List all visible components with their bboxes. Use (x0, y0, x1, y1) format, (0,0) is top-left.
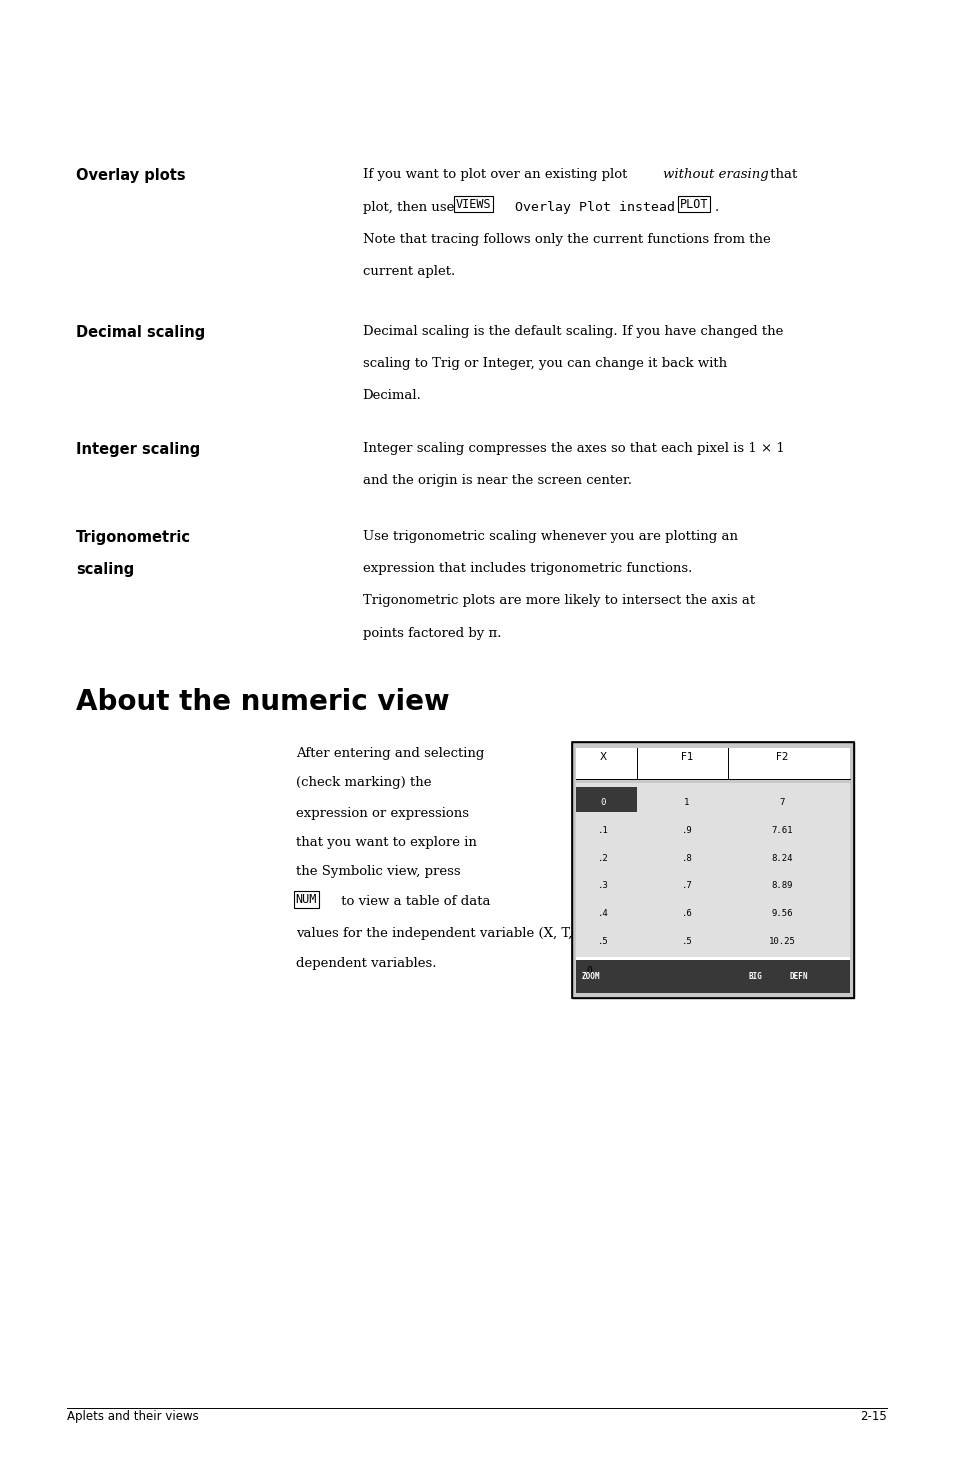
Text: Overlay plots: Overlay plots (76, 168, 186, 183)
Bar (572, 742, 853, 998)
Bar (576, 788, 637, 813)
Text: .8: .8 (680, 854, 692, 862)
Text: Decimal scaling is the default scaling. If you have changed the: Decimal scaling is the default scaling. … (362, 325, 782, 338)
Text: .6: .6 (680, 909, 692, 918)
Text: Trigonometric plots are more likely to intersect the axis at: Trigonometric plots are more likely to i… (362, 594, 754, 608)
Text: that you want to explore in: that you want to explore in (295, 836, 476, 849)
Text: scaling: scaling (76, 562, 134, 577)
Text: .2: .2 (597, 854, 608, 862)
Text: Aplets and their views: Aplets and their views (67, 1410, 198, 1423)
Text: About the numeric view: About the numeric view (76, 688, 450, 716)
Text: NUM: NUM (295, 893, 316, 906)
Text: without erasing: without erasing (662, 168, 768, 182)
Text: dependent variables.: dependent variables. (295, 957, 436, 971)
Text: .1: .1 (597, 826, 608, 834)
Text: .5: .5 (680, 937, 692, 946)
Text: expression that includes trigonometric functions.: expression that includes trigonometric f… (362, 562, 691, 575)
Text: points factored by π.: points factored by π. (362, 627, 500, 640)
Text: scaling to Trig or Integer, you can change it back with: scaling to Trig or Integer, you can chan… (362, 357, 726, 370)
Text: After entering and selecting: After entering and selecting (295, 747, 483, 760)
Text: Decimal scaling: Decimal scaling (76, 325, 205, 340)
Text: 7.61: 7.61 (771, 826, 792, 834)
Text: F1: F1 (679, 752, 693, 763)
Text: plot, then use: plot, then use (362, 201, 457, 214)
Text: Note that tracing follows only the current functions from the: Note that tracing follows only the curre… (362, 233, 769, 246)
Text: Trigonometric: Trigonometric (76, 530, 192, 545)
Text: 0: 0 (586, 966, 592, 975)
Text: .9: .9 (680, 826, 692, 834)
Text: 8.24: 8.24 (771, 854, 792, 862)
Text: Decimal.: Decimal. (362, 389, 421, 403)
Text: ZOOM: ZOOM (581, 972, 599, 981)
Text: F2: F2 (775, 752, 788, 763)
Bar (576, 748, 849, 779)
Text: .5: .5 (597, 937, 608, 946)
Text: 7: 7 (779, 798, 784, 807)
Text: 10.25: 10.25 (768, 937, 795, 946)
Text: .4: .4 (597, 909, 608, 918)
Text: Integer scaling compresses the axes so that each pixel is 1 × 1: Integer scaling compresses the axes so t… (362, 442, 783, 455)
Text: BIG: BIG (748, 972, 762, 981)
Text: the Symbolic view, press: the Symbolic view, press (295, 865, 460, 878)
Bar (576, 957, 849, 984)
Text: PLOT: PLOT (679, 198, 708, 211)
Bar (572, 742, 853, 998)
Text: that: that (765, 168, 797, 182)
Text: Integer scaling: Integer scaling (76, 442, 200, 457)
Text: .3: .3 (597, 881, 608, 890)
Text: and the origin is near the screen center.: and the origin is near the screen center… (362, 474, 631, 488)
Text: 9.56: 9.56 (771, 909, 792, 918)
Text: 0: 0 (599, 798, 605, 807)
Text: (check marking) the: (check marking) the (295, 776, 431, 789)
Text: to view a table of data: to view a table of data (336, 895, 490, 908)
Text: 1: 1 (683, 798, 689, 807)
Text: If you want to plot over an existing plot: If you want to plot over an existing plo… (362, 168, 631, 182)
Text: expression or expressions: expression or expressions (295, 807, 468, 820)
Text: DEFN: DEFN (789, 972, 807, 981)
Text: Use trigonometric scaling whenever you are plotting an: Use trigonometric scaling whenever you a… (362, 530, 737, 543)
Text: Overlay Plot instead of: Overlay Plot instead of (506, 201, 706, 214)
Bar (576, 783, 849, 993)
Bar (576, 960, 849, 993)
Text: current aplet.: current aplet. (362, 265, 455, 278)
Text: .: . (714, 201, 718, 214)
Text: .7: .7 (680, 881, 692, 890)
Text: 8.89: 8.89 (771, 881, 792, 890)
Text: values for the independent variable (X, T, θ, or N) and: values for the independent variable (X, … (295, 927, 657, 940)
Text: X: X (598, 752, 606, 763)
Text: VIEWS: VIEWS (456, 198, 491, 211)
Text: 2-15: 2-15 (860, 1410, 886, 1423)
